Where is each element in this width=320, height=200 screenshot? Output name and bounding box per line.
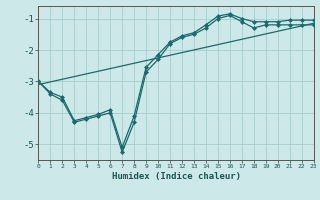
X-axis label: Humidex (Indice chaleur): Humidex (Indice chaleur) xyxy=(111,172,241,181)
